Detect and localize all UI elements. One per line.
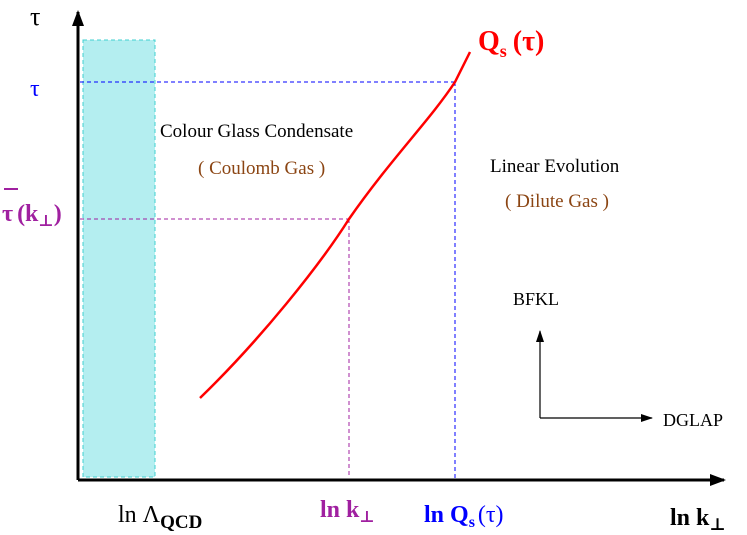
bfkl-label: BFKL: [513, 289, 559, 309]
lambda-qcd-band: [82, 39, 156, 478]
cgc-subtitle: ( Coulomb Gas ): [198, 158, 325, 179]
x-tick-lnqs: ln Qs (τ): [424, 502, 504, 531]
y-axis-label: τ: [30, 2, 40, 31]
x-axis-label: ln k⊥: [670, 505, 726, 534]
dglap-label: DGLAP: [663, 410, 723, 430]
saturation-line: [199, 51, 472, 399]
cgc-title: Colour Glass Condensate: [160, 121, 353, 142]
linear-title: Linear Evolution: [490, 156, 620, 177]
y-tick-taubar: τ (k⊥): [2, 201, 62, 230]
linear-subtitle: ( Dilute Gas ): [505, 191, 609, 212]
curve-label: Qs (τ): [478, 26, 544, 61]
y-tick-tau: τ: [30, 76, 40, 102]
x-tick-lambda-qcd: ln ΛQCD: [118, 502, 202, 533]
x-tick-lnk: ln k⊥: [320, 497, 375, 526]
